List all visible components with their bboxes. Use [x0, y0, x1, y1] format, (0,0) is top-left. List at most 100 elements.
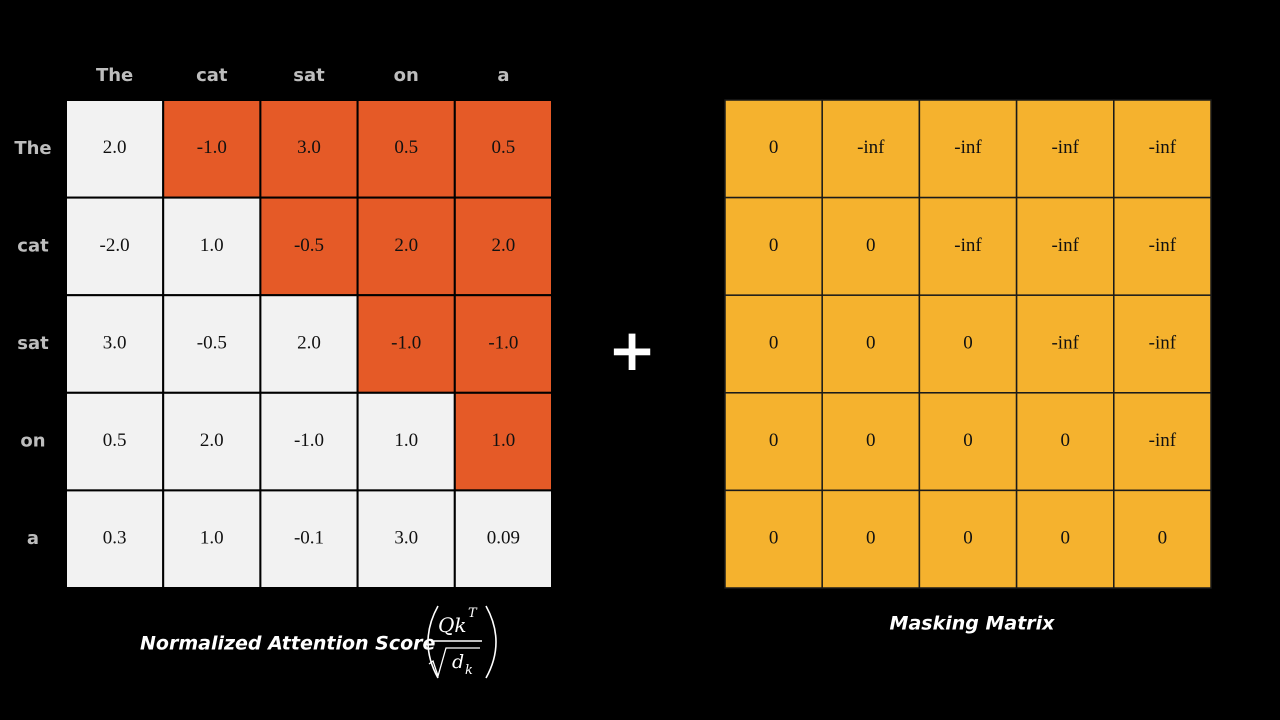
right-paren — [485, 605, 497, 679]
denominator: d — [452, 651, 464, 673]
mask-value: -inf — [1051, 235, 1079, 256]
attention-matrix: The cat sat on a The cat sat on a 2.0 -1.0 3.0 0.5 0.5… — [14, 65, 553, 589]
mask-value: 0 — [1060, 528, 1070, 549]
plus-operator: + — [608, 316, 657, 384]
attention-value: -0.5 — [197, 332, 227, 353]
mask-value: 0 — [1158, 528, 1168, 549]
attention-value: 2.0 — [492, 235, 516, 256]
attention-value: 0.3 — [103, 528, 127, 549]
mask-value: 0 — [769, 528, 779, 549]
column-label: The — [96, 65, 133, 86]
subscript: k — [465, 663, 473, 678]
mask-value: 0 — [963, 332, 973, 353]
formula: Qk T d k — [427, 605, 497, 679]
attention-value: 1.0 — [200, 528, 224, 549]
mask-cell — [724, 294, 823, 394]
mask-value: 0 — [866, 528, 876, 549]
mask-value: 0 — [1060, 430, 1070, 451]
attention-value: -1.0 — [197, 137, 227, 158]
mask-cell — [918, 489, 1018, 589]
mask-value: 0 — [963, 528, 973, 549]
attention-cell — [453, 196, 553, 297]
mask-value: 0 — [866, 235, 876, 256]
attention-cell — [259, 196, 359, 297]
attention-cell — [65, 99, 165, 199]
attention-cell — [356, 391, 456, 492]
mask-cell — [1113, 196, 1212, 296]
sqrt-sign — [428, 647, 480, 679]
mask-cell — [724, 196, 823, 296]
mask-value: -inf — [1149, 235, 1177, 256]
attention-cell — [162, 489, 262, 589]
attention-cell — [259, 99, 359, 199]
mask-cell — [1113, 489, 1212, 589]
attention-value: 1.0 — [200, 235, 224, 256]
attention-value: 3.0 — [394, 528, 418, 549]
attention-value: 3.0 — [297, 137, 321, 158]
mask-value: 0 — [769, 332, 779, 353]
column-label: on — [394, 65, 419, 86]
attention-cell — [356, 294, 456, 394]
attention-cell — [162, 294, 262, 394]
attention-value: -1.0 — [294, 430, 324, 451]
attention-value: 3.0 — [103, 332, 127, 353]
attention-cell — [65, 391, 165, 492]
mask-cell — [1113, 99, 1212, 199]
mask-cell — [1015, 294, 1115, 394]
mask-cell — [724, 99, 823, 199]
column-label: a — [497, 65, 509, 86]
attention-cell — [259, 489, 359, 589]
mask-cell — [918, 294, 1018, 394]
mask-cell — [724, 392, 823, 492]
row-label: cat — [17, 235, 49, 256]
mask-cell — [1015, 99, 1115, 199]
mask-cell — [1113, 294, 1212, 394]
mask-value: -inf — [954, 137, 982, 158]
mask-value: -inf — [1051, 137, 1079, 158]
attention-value: 0.5 — [394, 137, 418, 158]
mask-cell — [1015, 489, 1115, 589]
mask-value: 0 — [769, 430, 779, 451]
attention-value: 0.09 — [487, 528, 520, 549]
attention-value: 0.5 — [103, 430, 127, 451]
attention-cell — [453, 489, 553, 589]
attention-cell — [453, 391, 553, 492]
superscript: T — [468, 606, 478, 621]
attention-value: -2.0 — [100, 235, 130, 256]
row-label: on — [20, 431, 45, 452]
mask-cell — [918, 392, 1018, 492]
masking-matrix: 0 -inf -inf -inf -inf 0 0 -inf -inf -inf 0 0 0 -inf -i… — [724, 99, 1212, 589]
attention-value: 2.0 — [394, 235, 418, 256]
left-paren — [427, 605, 439, 679]
attention-cell — [65, 489, 165, 589]
mask-value: -inf — [954, 235, 982, 256]
numerator: Qk — [438, 613, 467, 637]
mask-cell — [821, 489, 921, 589]
attention-value: 2.0 — [103, 137, 127, 158]
column-label: sat — [293, 65, 325, 86]
row-label: sat — [17, 333, 49, 354]
attention-value: 2.0 — [297, 332, 321, 353]
masking-caption: Masking Matrix — [890, 613, 1056, 635]
attention-value: 2.0 — [200, 430, 224, 451]
mask-value: -inf — [857, 137, 885, 158]
mask-value: -inf — [1149, 332, 1177, 353]
attention-value: -1.0 — [391, 332, 421, 353]
mask-value: 0 — [769, 137, 779, 158]
attention-cell — [162, 99, 262, 199]
mask-value: 0 — [769, 235, 779, 256]
attention-value: 1.0 — [394, 430, 418, 451]
attention-value: -1.0 — [488, 332, 518, 353]
mask-value: -inf — [1051, 332, 1079, 353]
column-label: cat — [196, 65, 228, 86]
attention-cell — [356, 196, 456, 297]
attention-cell — [259, 294, 359, 394]
attention-cell — [259, 391, 359, 492]
mask-cell — [1113, 392, 1212, 492]
attention-cell — [162, 391, 262, 492]
attention-value: 0.5 — [492, 137, 516, 158]
attention-value: -0.5 — [294, 235, 324, 256]
attention-cell — [453, 294, 553, 394]
mask-value: -inf — [1149, 137, 1177, 158]
